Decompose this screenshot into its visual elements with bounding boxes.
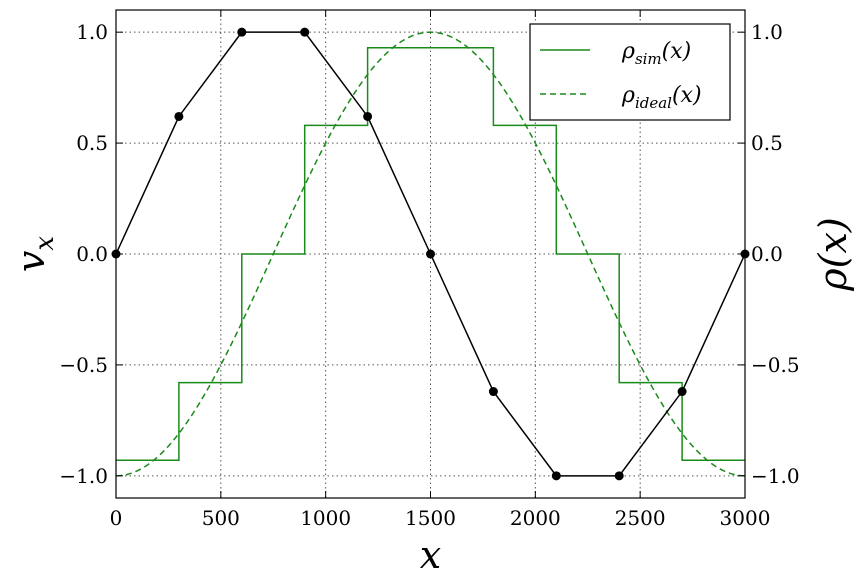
series-vx-marker <box>551 471 561 481</box>
y-tick-label-right: 0.5 <box>751 131 783 155</box>
y-tick-label-left: 1.0 <box>76 20 108 44</box>
x-tick-label: 1500 <box>405 506 456 530</box>
x-tick-label: 0 <box>110 506 123 530</box>
x-tick-label: 2000 <box>510 506 561 530</box>
y-axis-label-left: vx <box>9 236 60 272</box>
series-vx-marker <box>300 27 310 37</box>
legend-box <box>529 23 731 121</box>
x-tick-label: 1000 <box>300 506 351 530</box>
series-vx-marker <box>426 249 435 259</box>
series-vx-marker <box>363 111 373 121</box>
series-vx-marker <box>237 27 247 37</box>
series-vx-marker <box>174 111 184 121</box>
x-tick-label: 3000 <box>720 506 771 530</box>
series-vx-marker <box>677 387 687 397</box>
legend-label: ρideal(x) <box>621 83 702 112</box>
y-tick-label-left: 0.0 <box>76 242 108 266</box>
legend: ρsim(x) ρideal(x) <box>529 23 731 121</box>
x-tick-label: 500 <box>202 506 240 530</box>
y-tick-label-left: −1.0 <box>59 464 108 488</box>
y-tick-label-left: −0.5 <box>59 353 108 377</box>
y-axis-label-left-text: vx <box>9 236 60 272</box>
y-tick-label-right: 0.0 <box>751 242 783 266</box>
x-tick-label: 2500 <box>615 506 666 530</box>
x-axis-label: x <box>420 533 441 577</box>
y-axis-label-right: ρ(x) <box>811 217 855 291</box>
series-rho-sim-steps <box>116 46 745 462</box>
y-tick-label-right: 1.0 <box>751 20 783 44</box>
y-axis-label-right-text: ρ(x) <box>811 217 855 291</box>
legend-label: ρsim(x) <box>621 39 691 68</box>
series-vx-marker <box>614 471 624 481</box>
y-tick-label-right: −1.0 <box>751 464 800 488</box>
y-tick-label-right: −0.5 <box>751 353 800 377</box>
series-layer <box>111 27 750 481</box>
series-vx-marker <box>488 387 498 397</box>
series-rho-ideal-line <box>115 31 746 477</box>
y-tick-label-left: 0.5 <box>76 131 108 155</box>
ticks: 0 500 1000 1500 2000 2500 3000 −1.0 −0.5 0.0 0.5 1.… <box>59 10 800 530</box>
